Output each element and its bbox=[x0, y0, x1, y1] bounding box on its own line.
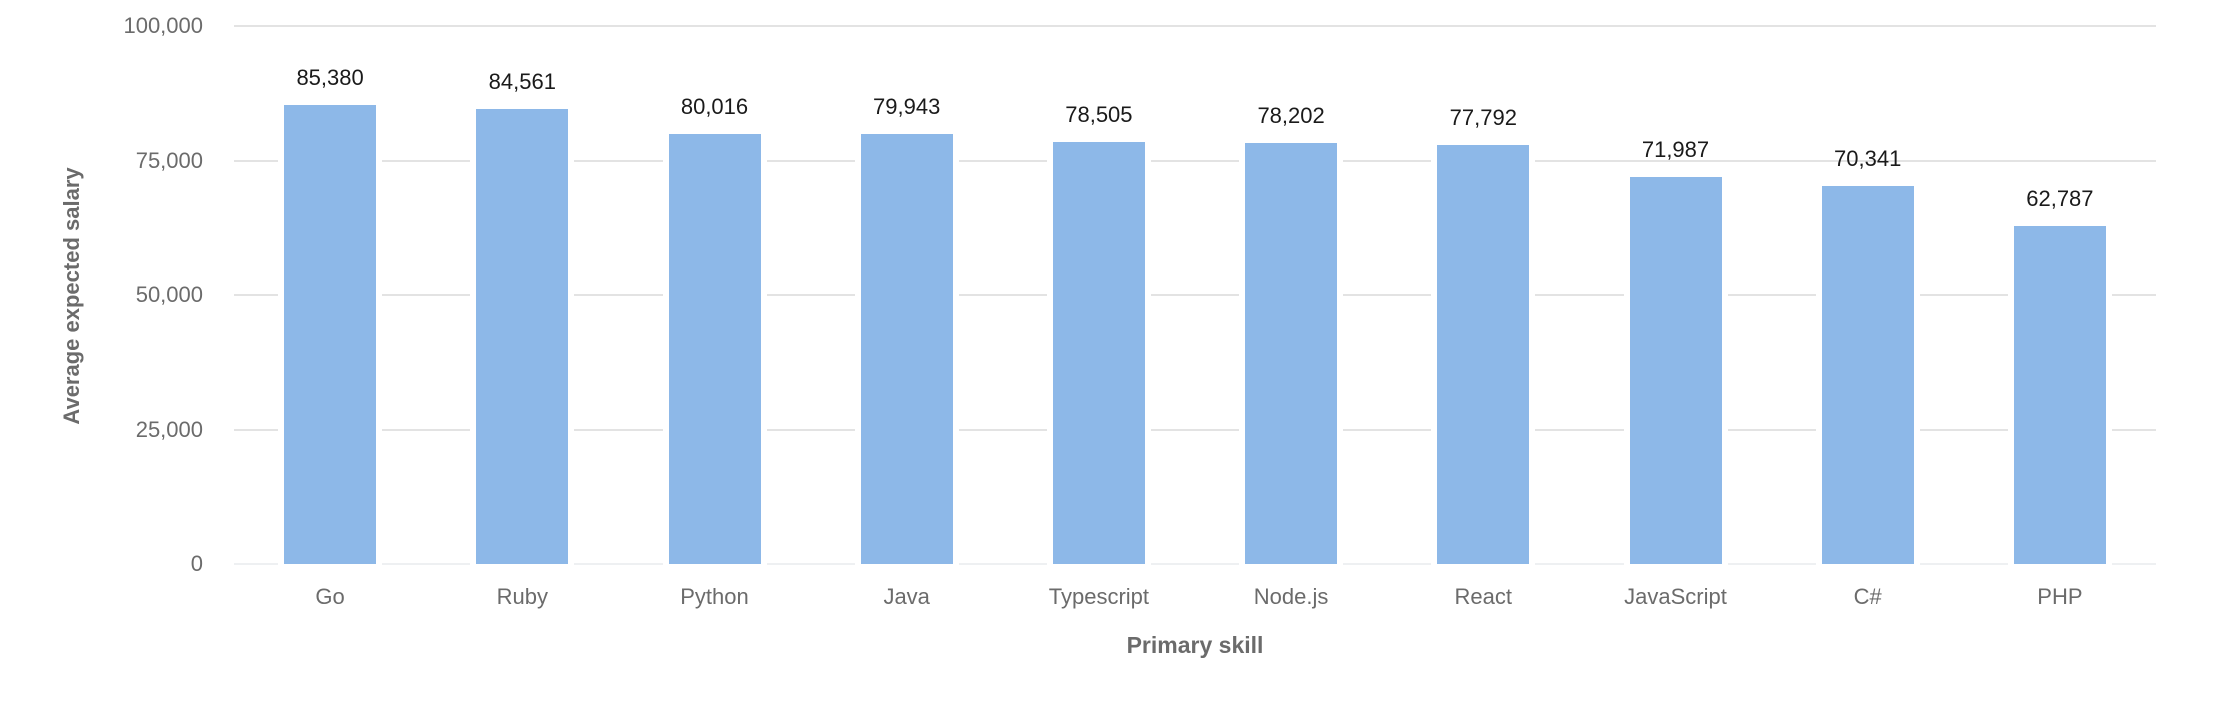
bar bbox=[1821, 185, 1914, 564]
data-label: 80,016 bbox=[680, 93, 749, 119]
x-tick-label: C# bbox=[1853, 584, 1882, 609]
gridline bbox=[234, 294, 2156, 296]
bar bbox=[668, 133, 761, 564]
bar bbox=[1052, 141, 1145, 564]
x-tick-label: React bbox=[1454, 584, 1513, 609]
data-label: 62,787 bbox=[2026, 186, 2094, 212]
gridline bbox=[234, 563, 2156, 565]
data-label: 70,341 bbox=[1834, 145, 1902, 171]
x-tick-label: Go bbox=[315, 584, 345, 609]
x-tick-label: Python bbox=[680, 584, 749, 609]
bar bbox=[2013, 226, 2106, 564]
bar bbox=[1437, 145, 1530, 564]
y-axis-title: Average expected salary bbox=[59, 167, 84, 425]
data-label: 84,561 bbox=[488, 69, 556, 95]
y-tick-label: 0 bbox=[190, 551, 203, 576]
data-label: 78,202 bbox=[1257, 103, 1325, 129]
bar bbox=[284, 104, 377, 564]
x-tick-label: Node.js bbox=[1253, 584, 1329, 609]
bar bbox=[860, 133, 953, 564]
bar bbox=[476, 109, 569, 564]
y-tick-label: 50,000 bbox=[135, 282, 203, 307]
x-axis-title: Primary skill bbox=[1126, 632, 1264, 658]
bar bbox=[1629, 176, 1722, 564]
bar bbox=[1245, 143, 1338, 564]
y-tick-label: 100,000 bbox=[123, 13, 203, 38]
data-label: 77,792 bbox=[1449, 105, 1517, 131]
gridline bbox=[234, 159, 2156, 162]
x-tick-label: Typescript bbox=[1048, 584, 1150, 609]
x-tick-label: PHP bbox=[2037, 584, 2083, 609]
data-label: 85,380 bbox=[296, 64, 364, 90]
gridline bbox=[234, 428, 2156, 431]
gridline bbox=[234, 25, 2156, 27]
data-label: 79,943 bbox=[873, 93, 941, 119]
y-tick-label: 75,000 bbox=[135, 147, 203, 173]
x-tick-label: JavaScript bbox=[1624, 584, 1727, 609]
y-tick-label: 25,000 bbox=[135, 416, 203, 442]
data-label: 71,987 bbox=[1641, 136, 1710, 162]
data-label: 78,505 bbox=[1065, 101, 1133, 127]
x-tick-label: Ruby bbox=[496, 584, 548, 609]
x-tick-label: Java bbox=[883, 584, 930, 609]
